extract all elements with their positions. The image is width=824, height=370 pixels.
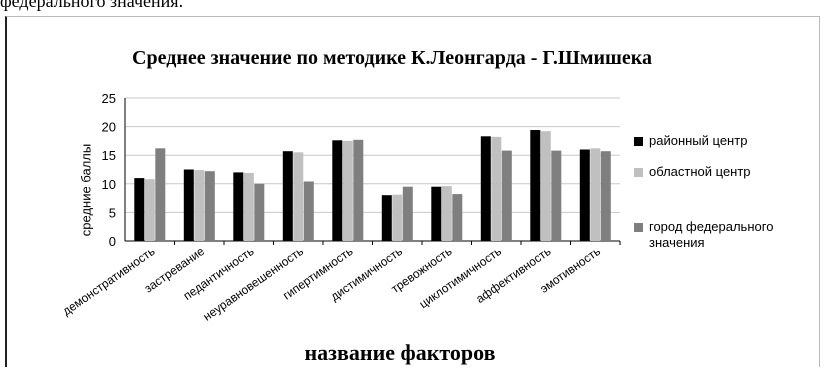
bar (540, 131, 551, 241)
bar (579, 149, 590, 241)
x-category-label: демонстративность (60, 244, 158, 318)
bar (332, 140, 343, 241)
bar (431, 186, 442, 241)
y-tick-label: 25 (102, 91, 116, 106)
bar (204, 171, 215, 241)
bar (134, 178, 145, 241)
bar (353, 139, 364, 241)
y-tick-label: 5 (109, 205, 116, 220)
x-axis-title: название факторов (304, 340, 496, 365)
legend-label-federal: город федерального значения (649, 219, 774, 250)
bar (530, 130, 541, 241)
legend-label-oblastnoy: областной центр (649, 164, 751, 179)
bar (600, 151, 611, 241)
bar (155, 148, 166, 241)
y-tick-label: 10 (102, 177, 116, 192)
bar (342, 140, 353, 241)
bar (183, 169, 194, 241)
bar (282, 151, 293, 241)
bar (402, 186, 413, 241)
bar (381, 195, 392, 241)
y-tick-label: 15 (102, 148, 116, 163)
bar (441, 186, 452, 241)
legend-label-rayonny: районный центр (649, 133, 748, 148)
legend-item-oblastnoy: областной центр (634, 164, 799, 180)
x-category-label: циклотимичность (417, 244, 504, 311)
document-text-line: федерального значения. (0, 0, 184, 11)
bar (194, 170, 205, 241)
bar (243, 172, 254, 241)
legend-item-rayonny: районный центр (634, 133, 799, 149)
bar (254, 183, 265, 241)
bar (590, 148, 601, 241)
bar (233, 172, 244, 241)
chart-title: Среднее значение по методике К.Леонгарда… (132, 47, 652, 69)
legend-swatch-federal (634, 223, 643, 232)
bar (303, 181, 314, 241)
bar (293, 152, 304, 241)
legend-swatch-rayonny (634, 137, 643, 146)
legend-swatch-oblastnoy (634, 168, 643, 177)
y-tick-label: 0 (109, 234, 116, 249)
legend-item-federal: город федерального значения (634, 219, 779, 251)
bar (480, 136, 491, 241)
bar (392, 194, 403, 241)
chart-frame (5, 16, 820, 367)
bar (144, 179, 155, 241)
bar (501, 150, 512, 241)
y-tick-label: 20 (102, 120, 116, 135)
bar (551, 150, 562, 241)
bar (452, 194, 463, 241)
bar (491, 136, 502, 241)
